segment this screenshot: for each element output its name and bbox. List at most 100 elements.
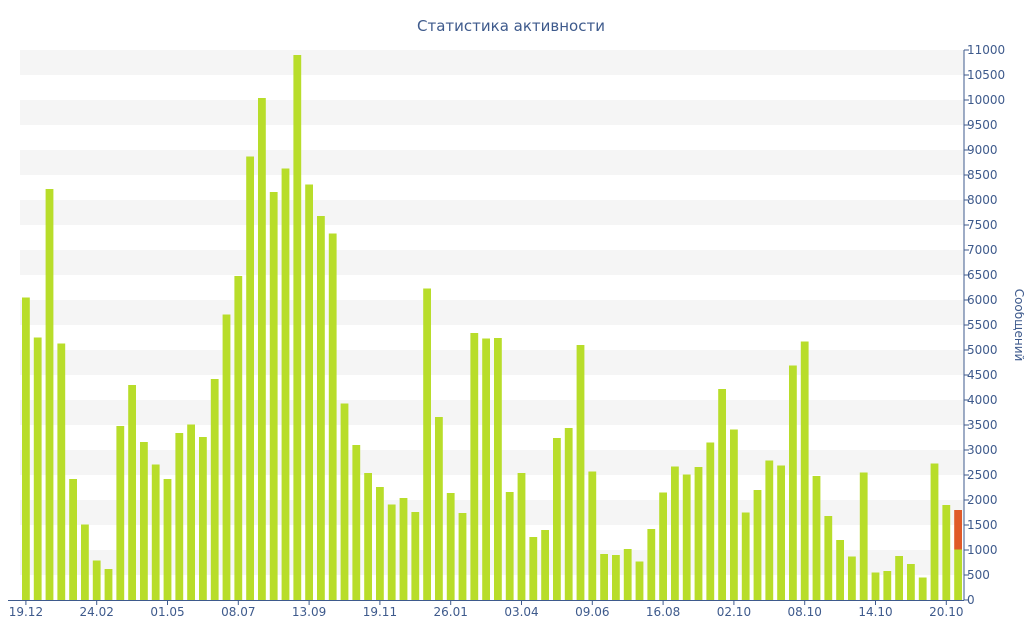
bar[interactable]	[340, 403, 349, 601]
bar[interactable]	[446, 493, 455, 600]
bar[interactable]	[435, 417, 443, 600]
bar[interactable]	[588, 471, 597, 601]
bar[interactable]	[789, 365, 797, 601]
bar[interactable]	[92, 560, 101, 601]
bar[interactable]	[682, 474, 691, 601]
bar[interactable]	[376, 487, 384, 600]
bar[interactable]	[647, 529, 656, 600]
bar[interactable]	[411, 512, 420, 600]
bar[interactable]	[281, 168, 290, 601]
y-axis-title: Сообщений	[1012, 289, 1024, 362]
bar[interactable]	[104, 569, 113, 600]
bar[interactable]	[328, 233, 337, 601]
bar[interactable]	[57, 343, 66, 601]
bar[interactable]	[246, 156, 254, 601]
bar[interactable]	[140, 442, 148, 600]
bar[interactable]	[871, 572, 880, 601]
bar[interactable]	[930, 463, 939, 601]
bar[interactable]	[269, 192, 278, 600]
bar[interactable]	[541, 530, 549, 600]
y-tick-label: 6500	[967, 268, 998, 282]
bar[interactable]	[234, 276, 243, 600]
bar[interactable]	[305, 184, 313, 601]
bar[interactable]	[187, 424, 195, 601]
bar[interactable]	[635, 561, 644, 601]
bar[interactable]	[600, 554, 608, 600]
bar[interactable]	[694, 467, 703, 600]
bar[interactable]	[576, 345, 585, 600]
bar[interactable]	[918, 577, 927, 601]
y-tick-label: 1500	[967, 518, 998, 532]
bar[interactable]	[151, 464, 160, 601]
bar[interactable]	[612, 555, 620, 600]
bar[interactable]	[942, 505, 951, 600]
bar[interactable]	[458, 513, 467, 600]
bar[interactable]	[33, 337, 42, 601]
bar[interactable]	[399, 498, 408, 600]
bar[interactable]	[222, 314, 231, 601]
y-axis: 0 500 1000 1500 2000 2500 3000 3500 4000 4500 5000…	[963, 43, 1005, 607]
bar[interactable]	[883, 571, 892, 600]
bar-highlight-segment[interactable]	[954, 510, 962, 550]
bar[interactable]	[730, 429, 738, 601]
bar[interactable]	[199, 437, 207, 600]
bar[interactable]	[859, 472, 868, 601]
bar[interactable]	[824, 516, 833, 600]
bar[interactable]	[800, 341, 809, 601]
bar[interactable]	[706, 442, 715, 601]
bar[interactable]	[659, 492, 667, 601]
bar[interactable]	[364, 473, 372, 600]
y-tick-label: 3000	[967, 443, 998, 457]
bar[interactable]	[564, 428, 573, 600]
bar[interactable]	[954, 549, 962, 601]
bar[interactable]	[671, 466, 679, 601]
bar[interactable]	[718, 389, 726, 600]
bar[interactable]	[895, 556, 903, 600]
y-tick-label: 8500	[967, 168, 998, 182]
bar[interactable]	[836, 540, 844, 600]
bar[interactable]	[81, 524, 89, 601]
bar[interactable]	[517, 473, 526, 600]
bar[interactable]	[210, 379, 219, 600]
bar[interactable]	[423, 288, 431, 601]
x-tick-label: 03.04	[504, 605, 538, 619]
x-tick-label: 08.10	[788, 605, 822, 619]
bar[interactable]	[258, 98, 266, 600]
bar[interactable]	[848, 556, 856, 601]
x-tick-label: 20.10	[929, 605, 963, 619]
grid-band	[20, 300, 964, 325]
bar[interactable]	[45, 189, 54, 600]
bar[interactable]	[317, 216, 325, 600]
bar[interactable]	[753, 490, 762, 600]
bar[interactable]	[116, 426, 125, 600]
bar[interactable]	[352, 445, 361, 600]
x-tick-label: 13.09	[292, 605, 326, 619]
bar[interactable]	[623, 549, 632, 600]
bar[interactable]	[128, 385, 136, 600]
bar[interactable]	[22, 297, 30, 601]
bar[interactable]	[175, 433, 184, 600]
bar[interactable]	[482, 338, 490, 601]
y-tick-label: 7000	[967, 243, 998, 257]
y-tick-label: 4500	[967, 368, 998, 382]
bar[interactable]	[777, 465, 785, 601]
grid-band	[20, 150, 964, 175]
grid-band	[20, 350, 964, 375]
bar[interactable]	[765, 460, 774, 601]
bar[interactable]	[812, 476, 821, 600]
bar[interactable]	[505, 492, 514, 600]
y-tick-label: 2500	[967, 468, 998, 482]
bar[interactable]	[529, 537, 538, 600]
bar[interactable]	[741, 512, 750, 601]
bar[interactable]	[470, 333, 479, 600]
grid-band	[20, 250, 964, 275]
y-tick-label: 10000	[967, 93, 1005, 107]
bar[interactable]	[494, 338, 502, 600]
bar[interactable]	[293, 55, 302, 600]
bar[interactable]	[163, 479, 172, 600]
bar[interactable]	[387, 504, 396, 601]
bar[interactable]	[907, 564, 915, 600]
bar[interactable]	[553, 438, 561, 600]
bar[interactable]	[69, 479, 77, 600]
